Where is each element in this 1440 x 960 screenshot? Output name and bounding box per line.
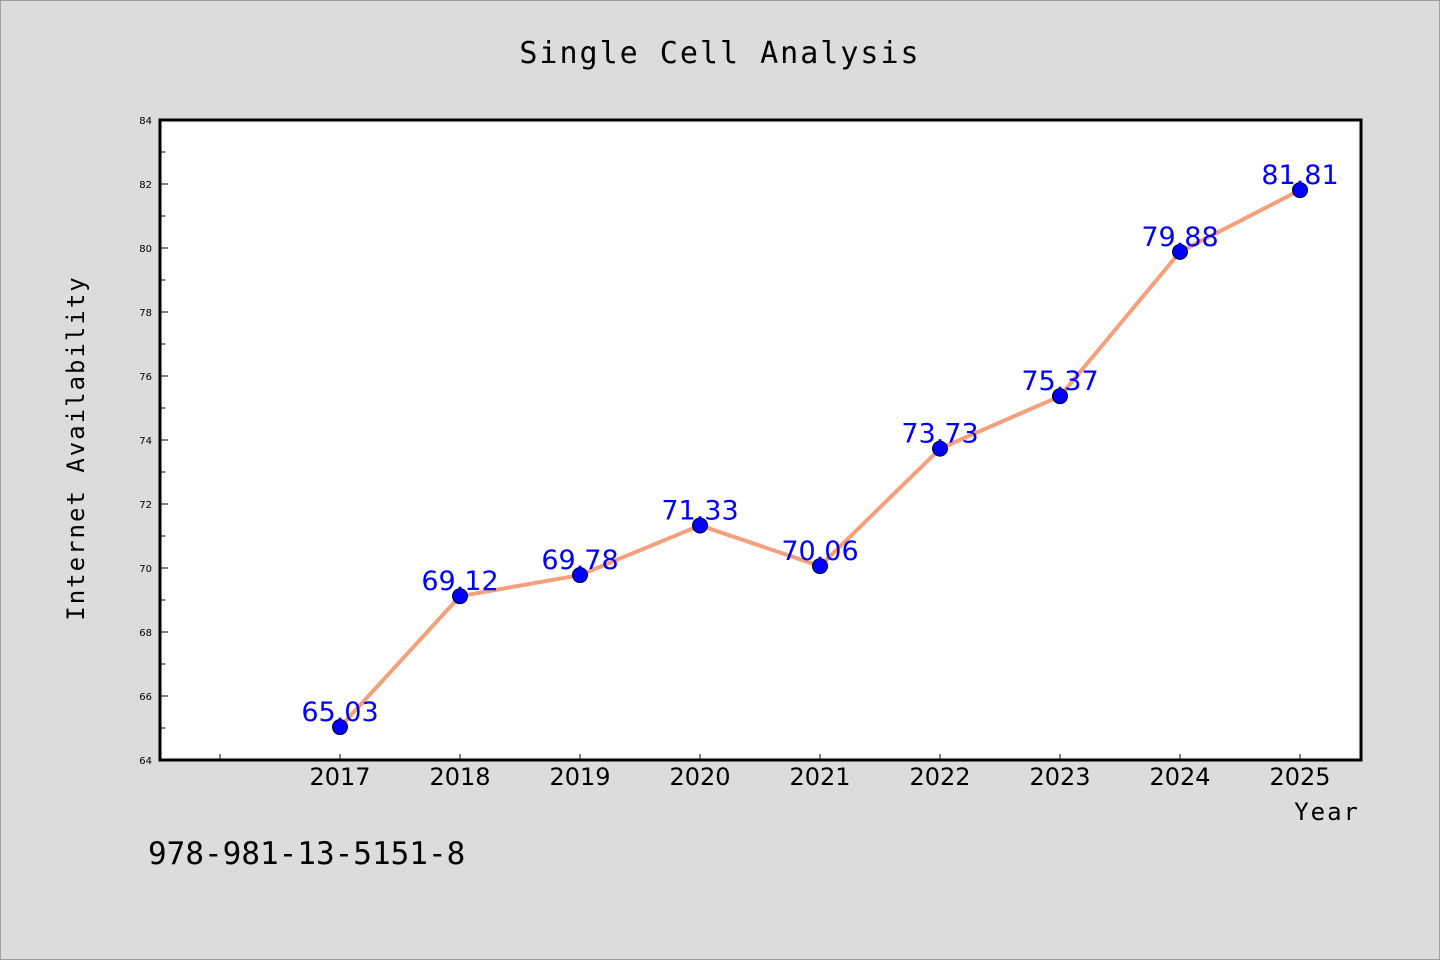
y-tick-label: 74 bbox=[139, 436, 152, 447]
x-tick-label: 2020 bbox=[669, 763, 730, 791]
data-point bbox=[692, 517, 708, 534]
x-tick-label: 2023 bbox=[1029, 763, 1090, 791]
x-tick-label: 2021 bbox=[789, 763, 850, 791]
y-tick-label: 78 bbox=[139, 308, 152, 319]
data-label: 71.33 bbox=[661, 495, 738, 526]
x-tick-label: 2017 bbox=[309, 763, 370, 791]
data-label: 73.73 bbox=[901, 419, 978, 450]
data-label: 79.88 bbox=[1141, 222, 1218, 253]
series-group: 65.03 69.12 69.78 71.33 70.06 73.73 75.37 79.88… bbox=[301, 160, 1339, 736]
axis-ticks: 64 66 68 70 72 74 76 78 80 82 84 2017 2018 2019 2020 20… bbox=[139, 116, 1330, 791]
y-tick-label: 70 bbox=[139, 564, 152, 575]
y-tick-label: 84 bbox=[139, 116, 152, 127]
x-tick-label: 2025 bbox=[1269, 763, 1330, 791]
chart-title: Single Cell Analysis bbox=[519, 36, 920, 71]
x-tick-label: 2019 bbox=[549, 763, 610, 791]
y-tick-label: 76 bbox=[139, 372, 152, 383]
y-tick-label: 82 bbox=[139, 180, 152, 191]
x-axis-label: Year bbox=[1294, 798, 1360, 826]
data-point bbox=[1292, 182, 1308, 199]
data-point bbox=[572, 567, 588, 584]
data-label: 69.12 bbox=[421, 566, 498, 597]
x-tick-label: 2018 bbox=[429, 763, 490, 791]
data-point bbox=[1172, 243, 1188, 260]
y-tick-label: 64 bbox=[139, 756, 152, 767]
y-tick-label: 68 bbox=[139, 628, 152, 639]
data-label: 75.37 bbox=[1021, 366, 1098, 397]
data-point bbox=[1052, 388, 1068, 405]
y-axis-label: Internet Availability bbox=[62, 275, 90, 620]
plot-area bbox=[158, 118, 1363, 762]
x-tick-label: 2024 bbox=[1149, 763, 1210, 791]
data-label: 81.81 bbox=[1261, 160, 1338, 191]
footnote-isbn: 978-981-13-5151-8 bbox=[148, 836, 465, 872]
data-label: 70.06 bbox=[781, 536, 858, 567]
data-point bbox=[812, 558, 828, 575]
y-tick-label: 72 bbox=[139, 500, 152, 511]
data-point bbox=[332, 719, 348, 736]
data-point bbox=[452, 588, 468, 605]
data-label: 65.03 bbox=[301, 697, 378, 728]
y-tick-label: 80 bbox=[139, 244, 152, 255]
y-tick-label: 66 bbox=[139, 692, 152, 703]
data-label: 69.78 bbox=[541, 545, 618, 576]
data-point bbox=[932, 440, 948, 457]
x-tick-label: 2022 bbox=[909, 763, 970, 791]
